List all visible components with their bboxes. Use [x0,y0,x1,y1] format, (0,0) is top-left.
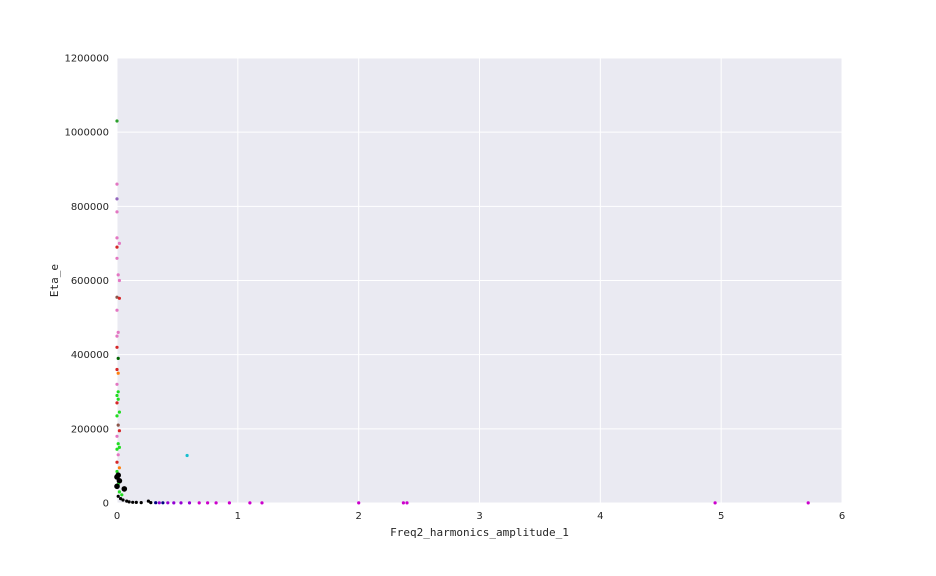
data-point [139,501,143,505]
y-tick-label: 200000 [71,424,109,435]
y-axis-label: Eta_e [48,264,61,297]
data-point [119,497,123,501]
data-point [115,414,119,418]
y-tick-label: 1200000 [64,54,109,65]
y-tick-label: 400000 [71,350,109,361]
data-point [405,501,409,505]
y-tick-label: 600000 [71,276,109,287]
data-point [117,278,121,283]
data-point [121,498,125,502]
y-tick-label: 0 [103,499,109,510]
data-point [713,501,717,505]
x-axis-ticks: 0 1 2 3 4 5 6 [114,511,845,522]
data-point [115,182,119,186]
data-point [187,501,192,505]
data-point [116,330,120,334]
data-points [114,119,810,505]
x-tick-label: 0 [114,511,120,522]
data-point [121,486,128,492]
data-point [116,397,120,401]
data-point [115,447,119,451]
data-point [115,210,119,214]
data-point [117,241,121,245]
data-point [806,501,810,505]
data-point [185,453,189,458]
data-point [116,273,120,277]
data-point [115,119,119,123]
data-point [227,501,231,505]
data-point [115,236,119,240]
data-point [116,442,120,446]
data-point [115,460,119,464]
data-point [115,197,119,201]
x-tick-label: 2 [355,511,361,522]
data-point [115,256,119,260]
data-point [115,469,119,474]
data-point [116,371,120,375]
data-point [120,493,124,497]
y-tick-label: 1000000 [64,128,109,139]
grid-lines [116,57,843,504]
data-point [161,501,165,505]
data-point [114,483,120,490]
data-point [134,500,138,504]
data-point [115,393,119,398]
data-point [248,501,252,505]
data-point [116,390,120,394]
data-point [117,445,121,449]
data-point [125,499,129,503]
data-point [115,401,119,405]
data-point [131,500,135,504]
data-point [117,490,121,494]
data-point [115,434,119,438]
data-point [172,501,176,505]
data-point [146,499,150,503]
data-point [115,367,119,372]
data-point [116,423,120,427]
data-point [166,501,170,505]
data-point [197,501,201,505]
data-point [116,494,120,498]
data-point [214,501,218,505]
data-point [154,501,158,505]
data-point [116,453,120,457]
x-tick-label: 1 [235,511,241,522]
x-tick-label: 6 [839,511,845,522]
data-point [401,501,405,505]
data-point [115,308,119,312]
data-point [115,382,119,386]
y-tick-label: 800000 [71,202,109,213]
data-point [260,501,264,505]
data-point [116,356,120,360]
data-point [127,500,131,504]
x-tick-label: 5 [718,511,724,522]
data-point [115,345,119,349]
data-point [116,478,123,484]
data-point [117,410,121,414]
data-point [115,295,119,299]
data-point [117,466,121,470]
data-point [117,296,121,300]
data-point [115,245,119,249]
data-point [115,334,119,338]
data-point [149,501,153,505]
y-axis-ticks: 0 200000 400000 600000 800000 1000000 1200000 [64,54,109,510]
data-point [206,501,210,505]
data-point [357,501,361,505]
data-point [117,429,121,433]
data-point [157,501,161,505]
x-tick-label: 4 [597,511,603,522]
data-point [179,501,183,505]
x-tick-label: 3 [476,511,482,522]
x-axis-label: Freq2_harmonics_amplitude_1 [390,526,569,539]
